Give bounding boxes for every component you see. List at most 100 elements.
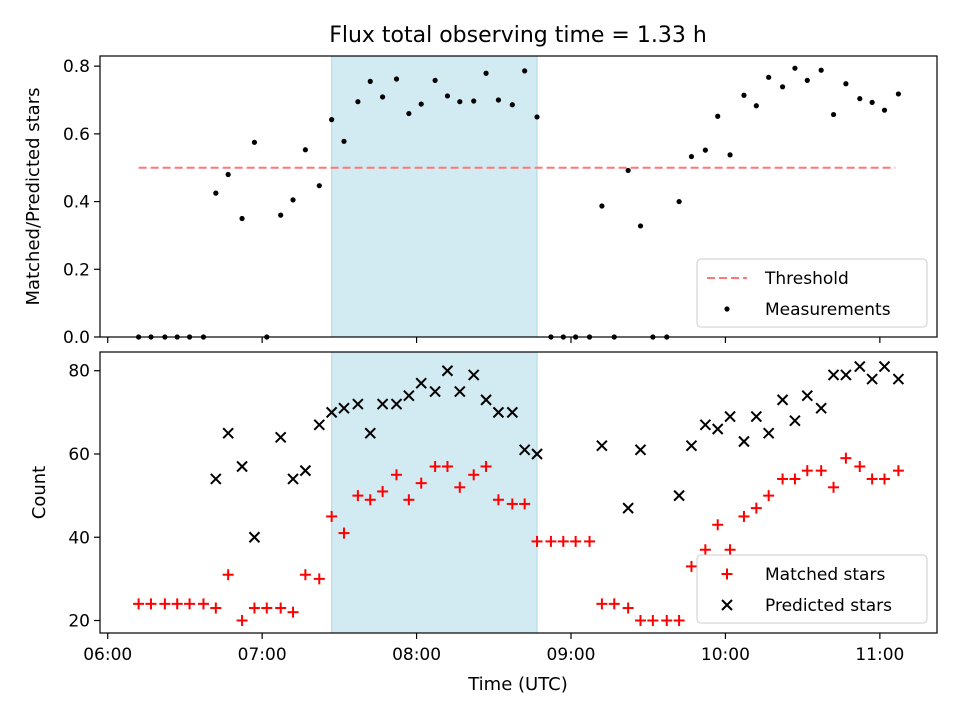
- matched-star-point: [878, 473, 890, 485]
- x-stroke-b: [673, 489, 685, 502]
- predicted-star-point: [815, 402, 827, 414]
- measurement-point: [766, 74, 772, 80]
- legend-box: [696, 554, 928, 624]
- measurement-point: [329, 117, 335, 123]
- x-stroke-b: [352, 398, 364, 410]
- predicted-star-point: [776, 394, 789, 406]
- x-stroke-b: [622, 502, 634, 514]
- predicted-star-point: [596, 439, 608, 452]
- chart-title: Flux total observing time = 1.33 h: [329, 23, 707, 48]
- legend-matched-swatch: [721, 568, 733, 580]
- x-stroke-b: [712, 423, 724, 435]
- predicted-star-point: [415, 377, 427, 389]
- legend-box: [696, 258, 928, 328]
- observing-window-span: [331, 351, 538, 634]
- matched-star-point: [454, 481, 466, 493]
- measurement-point: [676, 198, 682, 205]
- predicted-star-point: [827, 369, 840, 381]
- measurement-point: [302, 147, 308, 153]
- predicted-star-point: [299, 464, 312, 477]
- measurement-point: [355, 99, 361, 105]
- matched-star-point: [197, 598, 209, 610]
- matched-star-point: [159, 598, 171, 610]
- x-stroke-b: [492, 406, 505, 419]
- predicted-star-point: [892, 373, 905, 385]
- x-stroke-b: [685, 439, 698, 452]
- matched-star-point: [854, 460, 866, 472]
- predicted-star-point: [248, 531, 261, 543]
- x-stroke-b: [210, 473, 222, 485]
- matched-star-point: [661, 615, 673, 627]
- predicted-star-point: [222, 427, 234, 439]
- predicted-star-point: [724, 410, 736, 423]
- measurement-point: [406, 110, 412, 117]
- matched-star-point: [364, 494, 376, 506]
- measurement-point: [341, 138, 347, 144]
- measurement-point: [418, 101, 424, 107]
- y-tick-label: 60: [68, 445, 90, 465]
- legend-label: Threshold: [764, 269, 849, 289]
- measurement-point: [522, 68, 528, 74]
- measurement-point: [471, 98, 477, 104]
- matched-star-point: [673, 615, 685, 627]
- predicted-star-point: [313, 419, 325, 431]
- observing-window-span: [331, 55, 538, 338]
- measurement-point: [727, 152, 733, 158]
- x-stroke-b: [364, 427, 376, 439]
- predicted-star-point: [531, 448, 543, 460]
- predicted-star-point: [622, 502, 634, 514]
- x-stroke-b: [789, 414, 801, 427]
- axes-frame: [99, 55, 938, 338]
- matched-star-point: [647, 615, 659, 627]
- predicted-star-point: [376, 398, 389, 410]
- x-stroke-b: [892, 373, 905, 385]
- legend-label: Predicted stars: [765, 596, 892, 616]
- x-stroke-b: [274, 431, 287, 444]
- matched-star-point: [712, 519, 724, 531]
- y-tick-label: 40: [68, 528, 90, 548]
- predicted-star-point: [403, 390, 415, 402]
- matched-star-point: [608, 598, 620, 610]
- matched-star-point: [596, 598, 608, 610]
- axes-frame: [99, 351, 938, 634]
- predicted-star-point: [673, 489, 685, 502]
- predicted-star-point: [287, 473, 299, 485]
- predicted-star-point: [210, 473, 222, 485]
- predicted-star-point: [454, 385, 466, 398]
- measurement-point: [895, 91, 901, 97]
- predicted-star-point: [750, 410, 763, 423]
- matched-star-point: [468, 469, 480, 481]
- y-tick-label: 20: [68, 612, 90, 632]
- predicted-star-point: [274, 431, 287, 444]
- x-stroke-b: [866, 373, 878, 385]
- x-stroke-b: [750, 410, 763, 423]
- x-stroke-b: [840, 369, 852, 381]
- x-stroke-b: [738, 435, 750, 448]
- matched-star-point: [492, 494, 504, 506]
- predicted-star-point: [480, 394, 492, 406]
- matched-star-point: [777, 473, 789, 485]
- matched-star-point: [801, 465, 813, 477]
- x-stroke-b: [815, 402, 827, 414]
- x-stroke-b: [531, 448, 543, 460]
- measurement-point: [213, 190, 219, 196]
- measurement-point: [688, 153, 695, 160]
- matched-star-point: [338, 527, 350, 539]
- matched-star-point: [326, 510, 338, 522]
- measurement-point: [380, 94, 386, 100]
- measurement-point: [225, 171, 231, 178]
- matched-star-point: [557, 535, 569, 547]
- matched-star-point: [429, 460, 441, 472]
- x-stroke-b: [390, 398, 403, 410]
- x-stroke-b: [878, 360, 891, 373]
- predicted-star-point: [352, 398, 364, 410]
- matched-star-point: [570, 535, 582, 547]
- x-stroke-b: [776, 394, 789, 406]
- x-tick-label: 09:00: [547, 645, 596, 665]
- measurement-point: [290, 197, 296, 203]
- x-stroke-b: [313, 419, 325, 431]
- measurement-point: [702, 147, 708, 153]
- measurement-point: [830, 111, 837, 118]
- predicted-star-point: [685, 439, 698, 452]
